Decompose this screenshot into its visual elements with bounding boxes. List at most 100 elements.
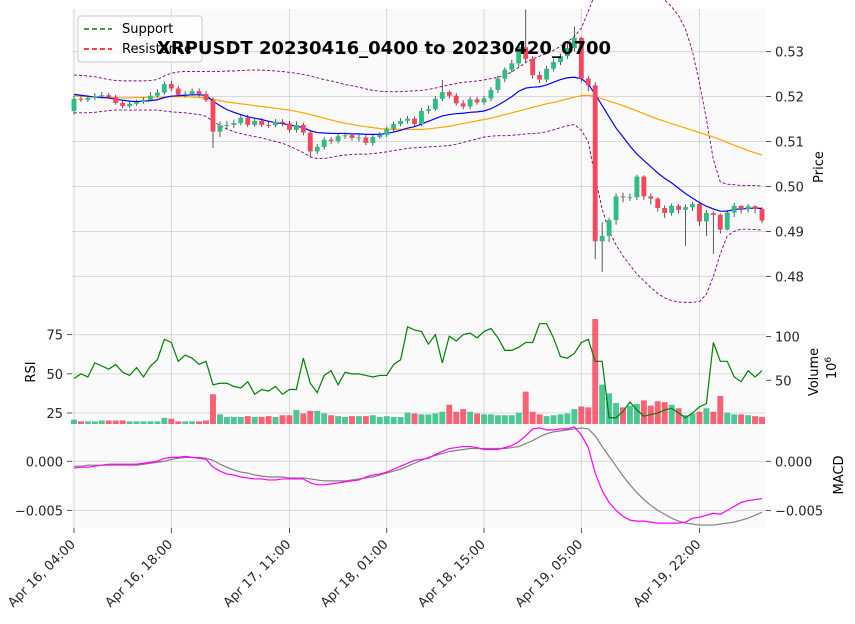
legend: Support Resistance [77,15,203,63]
x-tick-label: Apr 18, 01:00 [318,537,391,610]
candle-body [210,100,216,132]
candle-body [724,212,730,230]
candle-body [377,134,383,138]
volume-bar [633,403,640,424]
candle-body [516,47,522,64]
price-indicator-lines [73,0,763,303]
volume-bar [488,414,494,424]
candle-body [495,78,501,90]
volume-tick-label: 50 [775,374,792,389]
rsi-tick-label: 75 [46,329,63,344]
volume-bar [536,414,543,424]
volume-bar [286,415,293,424]
macd-tick-label-right: −0.005 [775,504,823,519]
macd-lines-group [73,426,763,526]
rsi-axis-title: RSI [24,361,39,382]
volume-bar [703,408,710,424]
price-axis-title: Price [812,151,827,183]
volume-bar [571,409,578,424]
candle-body [252,120,258,125]
volume-bar [362,416,369,424]
candle-body [627,197,633,199]
candle-body [391,124,397,129]
candle-body [648,196,654,199]
volume-bar [578,406,585,424]
candle-body [148,95,153,100]
candle-body [189,91,195,94]
volume-bar [383,416,390,424]
volume-bar [140,421,147,424]
candle-body [446,92,452,96]
candle-body [92,96,98,98]
volume-bar [237,417,244,424]
candle-body [342,135,348,137]
candle-body [120,102,126,107]
volume-bar [668,404,675,424]
volume-bar [425,414,432,424]
volume-bar [759,417,765,424]
candle-body [106,95,112,98]
x-tick-label: Apr 19, 05:00 [513,537,586,610]
candle-body [224,124,230,126]
candle-body [405,118,411,121]
volume-bar [717,396,724,424]
candle-body [460,103,466,107]
volume-bar [460,409,467,424]
candle-body [154,92,160,96]
volume-bar [349,416,355,424]
volume-bar [314,410,321,424]
candle-body [419,110,424,125]
volume-bar [210,394,216,424]
candle-body [717,214,723,230]
chart-title: XRPUSDT 20230416_0400 to 20230420_0700 [157,38,611,59]
volume-bar [745,415,752,424]
volume-bar [585,407,592,424]
volume-bar [418,414,425,424]
candle-body [641,176,647,197]
volume-bar [439,411,446,424]
volume-bar [501,415,508,424]
candle-body [745,206,751,209]
candlesticks [71,9,765,272]
volume-bar [481,414,487,424]
macd-tick-label-left: 0.000 [26,455,63,470]
candle-body [537,75,543,80]
volume-bar [147,421,154,424]
candle-body [669,205,675,213]
volume-bar [390,417,397,424]
candle-body [509,63,515,70]
volume-bars [71,319,765,424]
volume-bar [613,403,620,424]
candle-body [328,139,334,142]
rsi-line-group [73,323,763,419]
candle-body [141,99,146,102]
volume-bar [258,417,265,424]
volume-bar [661,402,668,424]
candle-body [432,98,438,110]
sma-line [73,94,763,156]
rsi-line [73,323,763,419]
candle-body [662,208,668,213]
candle-body [356,137,362,139]
candle-body [467,99,473,107]
rsi-tick-label: 25 [46,407,63,422]
volume-bar [494,415,501,424]
volume-bar [161,417,168,424]
volume-bar [564,413,571,424]
candle-body [203,93,209,101]
candle-body [314,146,320,152]
volume-bar [105,420,112,424]
candle-body [231,123,237,125]
volume-bar [328,415,335,424]
volume-bar [474,413,481,424]
candle-body [439,92,445,99]
volume-bar [682,415,689,424]
candle-body [85,97,91,100]
ema-line [73,76,763,212]
candle-body [245,117,251,125]
volume-bar [724,412,731,424]
candle-body [266,124,272,126]
volume-bar [223,417,230,424]
candle-body [502,69,508,79]
candle-body [259,120,265,125]
